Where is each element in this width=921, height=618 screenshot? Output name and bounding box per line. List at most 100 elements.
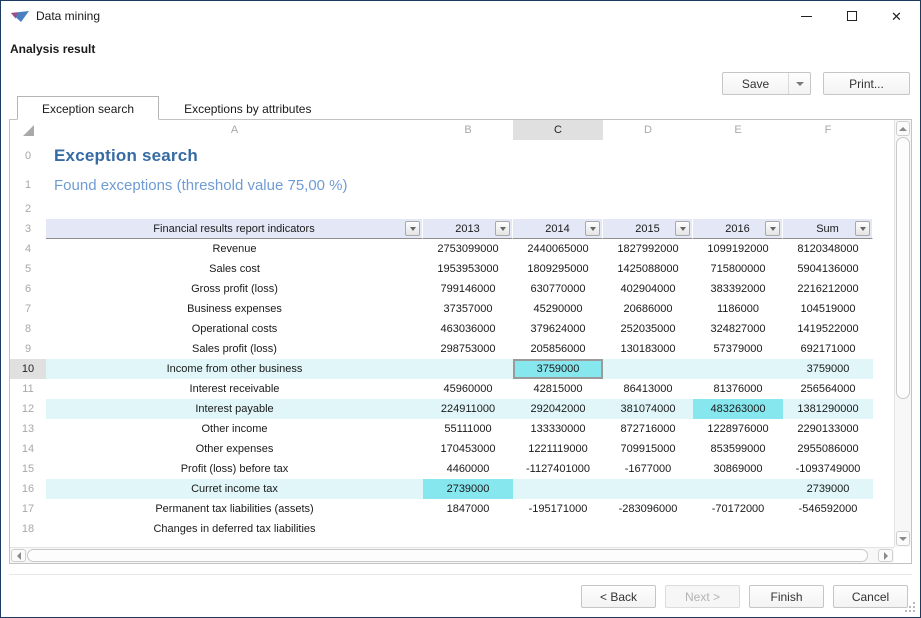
row-number[interactable]: 17 bbox=[21, 503, 35, 515]
column-header-f[interactable]: F bbox=[824, 124, 832, 136]
filter-button[interactable] bbox=[675, 221, 690, 236]
header-cell-2015[interactable]: 2015 bbox=[603, 219, 693, 239]
cell-value[interactable] bbox=[513, 519, 603, 539]
cell-value[interactable]: 45960000 bbox=[443, 383, 493, 395]
cell-indicator-label[interactable]: Interest payable bbox=[46, 399, 423, 419]
cell-value[interactable]: 2440065000 bbox=[527, 243, 589, 255]
filter-button[interactable] bbox=[495, 221, 510, 236]
filter-button[interactable] bbox=[585, 221, 600, 236]
cell-value[interactable]: 1419522000 bbox=[797, 323, 859, 335]
cell-indicator-label[interactable]: Interest receivable bbox=[189, 383, 280, 395]
filter-button[interactable] bbox=[405, 221, 420, 236]
cell-value[interactable]: 104519000 bbox=[800, 303, 856, 315]
select-all-corner[interactable] bbox=[10, 120, 46, 140]
cell-value[interactable] bbox=[513, 479, 603, 499]
cell-indicator-label[interactable]: Profit (loss) before tax bbox=[180, 463, 289, 475]
cell-value[interactable]: 5904136000 bbox=[797, 263, 859, 275]
row-number[interactable]: 0 bbox=[24, 149, 32, 162]
cell-value[interactable]: 170453000 bbox=[440, 443, 496, 455]
cell-indicator-label[interactable]: Sales cost bbox=[209, 263, 260, 275]
cell-indicator-label[interactable]: Sales profit (loss) bbox=[192, 343, 277, 355]
cell-indicator-label[interactable]: Operational costs bbox=[191, 323, 278, 335]
print-button[interactable]: Print... bbox=[823, 72, 910, 95]
cell-value[interactable]: 379624000 bbox=[530, 323, 586, 335]
row-number[interactable]: 6 bbox=[24, 283, 32, 295]
cell-value[interactable]: 463036000 bbox=[440, 323, 496, 335]
cell-value[interactable]: 133330000 bbox=[530, 423, 586, 435]
cell-value[interactable] bbox=[783, 519, 873, 539]
cell-value[interactable]: 1381290000 bbox=[783, 399, 873, 419]
scroll-right-button[interactable] bbox=[878, 549, 893, 562]
back-button[interactable]: < Back bbox=[581, 585, 656, 608]
cell-value[interactable]: 130183000 bbox=[620, 343, 676, 355]
cell-value[interactable]: -70172000 bbox=[711, 503, 765, 515]
cell-value[interactable]: 81376000 bbox=[713, 383, 763, 395]
row-number[interactable]: 18 bbox=[21, 523, 35, 535]
cell-value[interactable]: -283096000 bbox=[618, 503, 678, 515]
cell-value[interactable]: 402904000 bbox=[620, 283, 676, 295]
cell-value[interactable]: 3759000 bbox=[783, 359, 873, 379]
sheet-title[interactable]: Exception search bbox=[54, 145, 198, 165]
cell-value[interactable] bbox=[603, 519, 693, 539]
cell-value[interactable]: -195171000 bbox=[528, 503, 588, 515]
cell-value[interactable]: 1953953000 bbox=[437, 263, 499, 275]
save-dropdown-button[interactable] bbox=[788, 73, 810, 94]
cell-value[interactable]: 2739000 bbox=[423, 479, 513, 499]
cell-indicator-label[interactable]: Gross profit (loss) bbox=[191, 283, 278, 295]
row-number[interactable]: 15 bbox=[21, 463, 35, 475]
maximize-button[interactable] bbox=[829, 2, 874, 30]
cell-value[interactable]: 853599000 bbox=[710, 443, 766, 455]
row-number[interactable]: 12 bbox=[21, 403, 35, 415]
cell-value[interactable]: 57379000 bbox=[713, 343, 763, 355]
row-number[interactable]: 7 bbox=[24, 303, 32, 315]
cell-value[interactable]: 37357000 bbox=[443, 303, 493, 315]
cell-value[interactable]: 1228976000 bbox=[707, 423, 769, 435]
cell-indicator-label[interactable]: Income from other business bbox=[46, 359, 423, 379]
cell-value[interactable]: 1847000 bbox=[446, 503, 490, 515]
cell-value[interactable]: 205856000 bbox=[530, 343, 586, 355]
column-header-c[interactable]: C bbox=[513, 120, 603, 140]
vertical-scrollbar[interactable] bbox=[894, 120, 911, 547]
cell-value[interactable]: 1809295000 bbox=[527, 263, 589, 275]
cell-value[interactable]: 381074000 bbox=[603, 399, 693, 419]
cell-value[interactable]: 2290133000 bbox=[797, 423, 859, 435]
cell-value[interactable]: 55111000 bbox=[444, 423, 492, 435]
column-header-d[interactable]: D bbox=[644, 124, 652, 136]
cell-value[interactable]: 252035000 bbox=[620, 323, 676, 335]
header-cell-2013[interactable]: 2013 bbox=[423, 219, 513, 239]
cell-indicator-label[interactable]: Business expenses bbox=[187, 303, 282, 315]
cell-value[interactable]: 298753000 bbox=[440, 343, 496, 355]
cell-value[interactable]: -1127401000 bbox=[525, 463, 591, 475]
cell-value[interactable]: 324827000 bbox=[710, 323, 766, 335]
cell-value[interactable] bbox=[693, 519, 783, 539]
cell-value[interactable]: 20686000 bbox=[623, 303, 673, 315]
vertical-scrollbar-thumb[interactable] bbox=[896, 137, 910, 399]
cell-indicator-label[interactable]: Revenue bbox=[212, 243, 257, 255]
cell-value[interactable]: 2955086000 bbox=[797, 443, 859, 455]
cell-value[interactable]: -1093749000 bbox=[795, 463, 861, 475]
cell-value[interactable]: 8120348000 bbox=[797, 243, 859, 255]
cell-value[interactable] bbox=[693, 479, 783, 499]
row-number[interactable]: 14 bbox=[21, 443, 35, 455]
cell-value[interactable]: 86413000 bbox=[623, 383, 673, 395]
column-header-b[interactable]: B bbox=[464, 124, 472, 136]
row-number[interactable]: 1 bbox=[24, 179, 32, 191]
cell-value[interactable]: 2753099000 bbox=[437, 243, 499, 255]
cell-indicator-label[interactable]: Other income bbox=[201, 423, 268, 435]
header-cell-2014[interactable]: 2014 bbox=[513, 219, 603, 239]
cell-value[interactable]: 1827992000 bbox=[617, 243, 679, 255]
cell-value[interactable]: 692171000 bbox=[800, 343, 856, 355]
cell-value[interactable]: -1677000 bbox=[624, 463, 672, 475]
cell-value[interactable] bbox=[693, 359, 783, 379]
row-number[interactable]: 8 bbox=[24, 323, 32, 335]
scroll-up-button[interactable] bbox=[896, 121, 910, 136]
cell-indicator-label[interactable]: Permanent tax liabilities (assets) bbox=[155, 503, 314, 515]
filter-button[interactable] bbox=[765, 221, 780, 236]
filter-button[interactable] bbox=[855, 221, 870, 236]
cell-value[interactable] bbox=[603, 479, 693, 499]
minimize-button[interactable] bbox=[784, 2, 829, 30]
cell-value[interactable]: 45290000 bbox=[533, 303, 583, 315]
cell-value[interactable] bbox=[423, 359, 513, 379]
scroll-down-button[interactable] bbox=[896, 531, 910, 546]
cell-value[interactable] bbox=[603, 359, 693, 379]
